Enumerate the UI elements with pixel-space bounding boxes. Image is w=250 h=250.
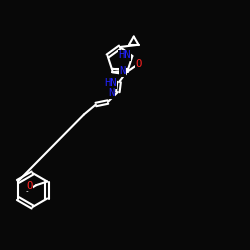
Text: HN: HN — [104, 78, 117, 88]
Text: N: N — [120, 66, 126, 76]
Text: HN: HN — [118, 50, 131, 60]
Text: N: N — [108, 88, 115, 98]
Text: O: O — [136, 59, 142, 69]
Text: O: O — [26, 181, 32, 191]
